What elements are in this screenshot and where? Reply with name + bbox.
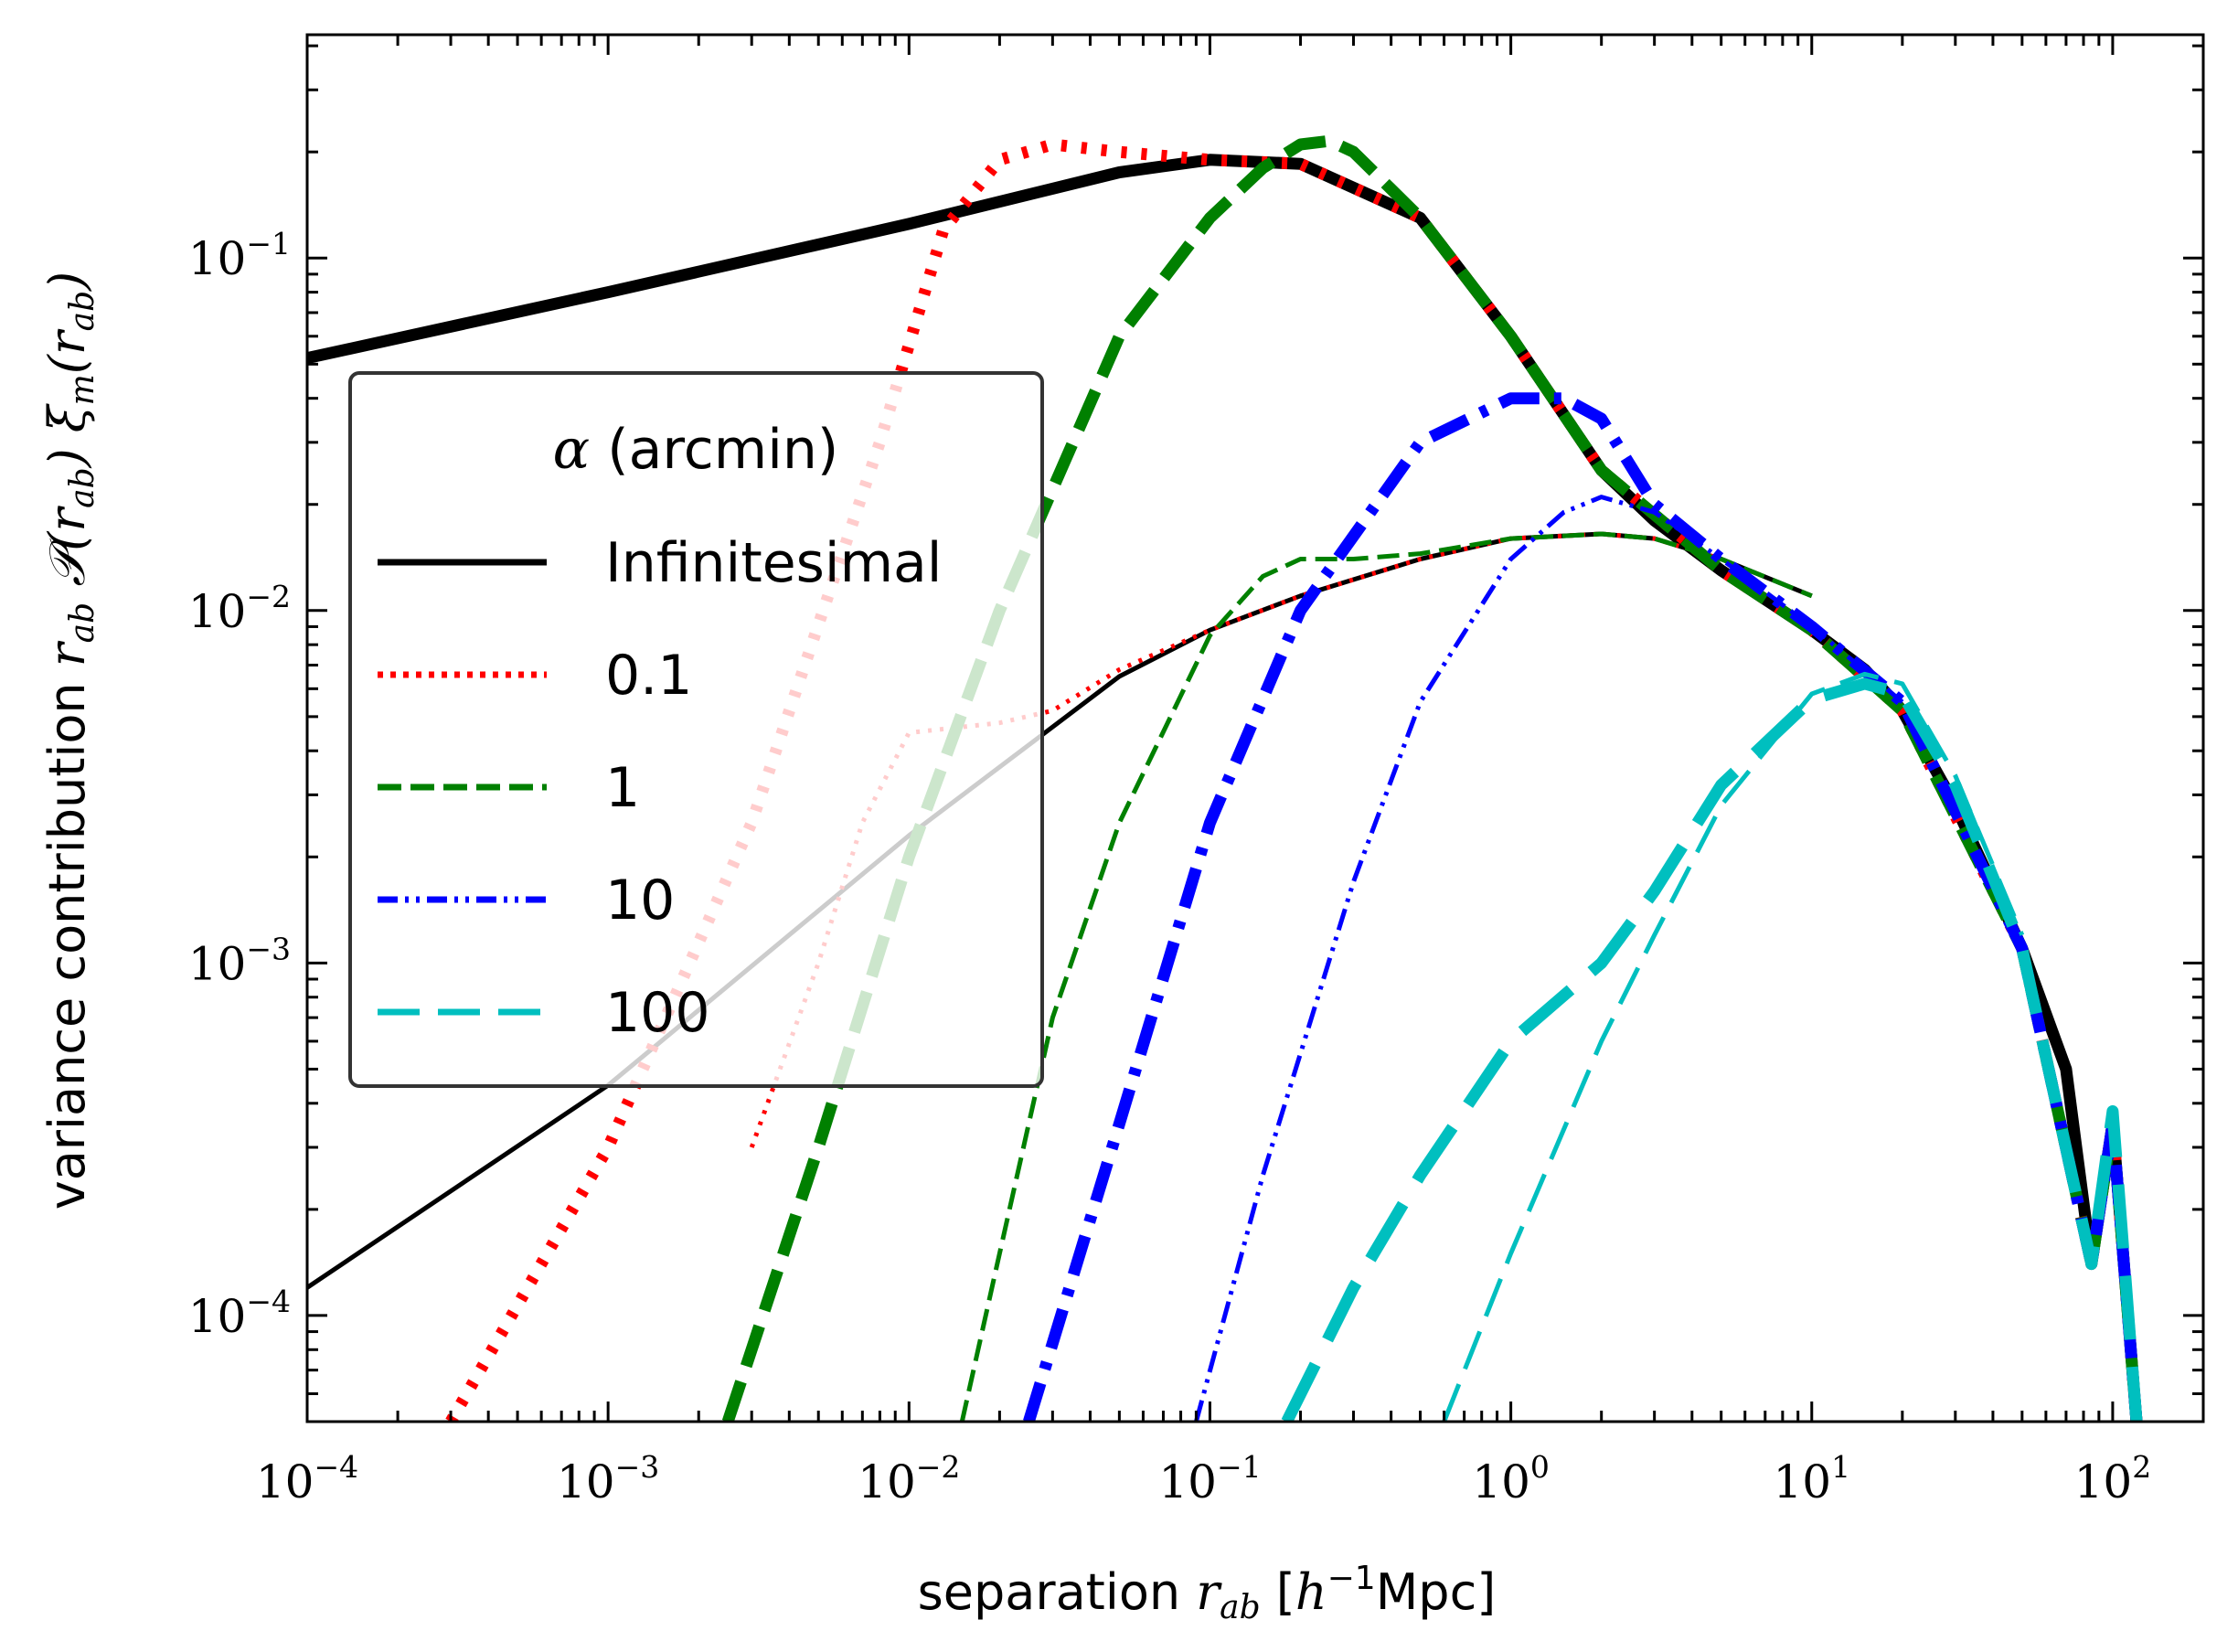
y-tick-label: 10−4 bbox=[188, 1284, 291, 1343]
series-line-100-thick bbox=[1281, 677, 2143, 1422]
legend-title: α (arcmin) bbox=[553, 418, 839, 482]
tick-labels: 10−4 10−3 10−2 10−1 100 101 10210−410−310−210−… bbox=[188, 226, 2152, 1508]
x-tick-label: 10−1 bbox=[1158, 1449, 1261, 1508]
x-tick-label: 10−2 bbox=[858, 1449, 960, 1508]
x-tick-label: 10−3 bbox=[557, 1449, 659, 1508]
legend-label: 1 bbox=[605, 756, 640, 820]
x-tick-label: 102 bbox=[2074, 1449, 2152, 1508]
legend-label: 10 bbox=[605, 869, 675, 933]
legend-label: 0.1 bbox=[605, 644, 692, 708]
plot-frame bbox=[305, 33, 2205, 1423]
x-axis-label: separation rab [h−1Mpc] bbox=[918, 1560, 1497, 1626]
legend-entries: Infinitesimal 0.1 1 10 100 bbox=[378, 531, 942, 1045]
y-tick-label: 10−3 bbox=[188, 931, 291, 990]
legend-box bbox=[348, 371, 1044, 1088]
series-line-1-thin bbox=[959, 531, 1813, 1422]
y-tick-label: 10−2 bbox=[188, 579, 291, 638]
y-tick-label: 10−1 bbox=[188, 226, 291, 285]
y-axis-label: variance contribution rab 𝒫(rab) ξm(rab) bbox=[38, 272, 101, 1210]
legend-label: 100 bbox=[605, 981, 710, 1045]
x-tick-label: 100 bbox=[1472, 1449, 1550, 1508]
x-tick-label: 10−4 bbox=[256, 1449, 358, 1508]
x-tick-label: 101 bbox=[1773, 1449, 1850, 1508]
series-line-10-thick bbox=[1023, 392, 2143, 1422]
legend-label: Infinitesimal bbox=[605, 531, 942, 595]
legend: α (arcmin) Infinitesimal 0.1 1 10 100 bbox=[348, 371, 1044, 1088]
